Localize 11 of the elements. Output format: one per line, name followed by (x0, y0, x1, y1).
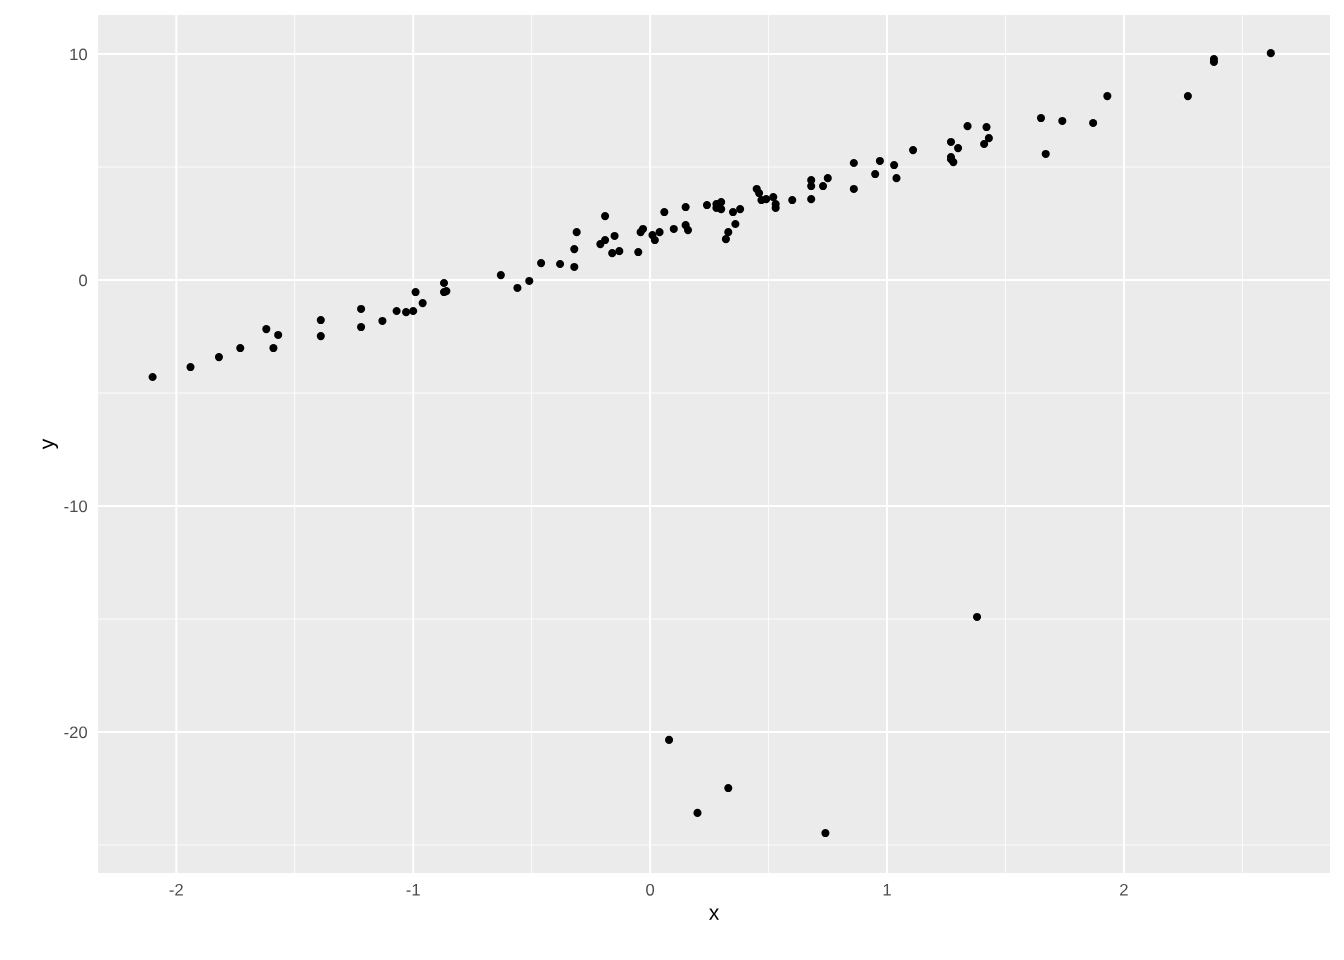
y-axis-title: y (42, 438, 59, 450)
y-tick-label: -20 (64, 726, 88, 739)
x-tick-label: 1 (883, 884, 891, 896)
x-tick-label: 2 (1120, 883, 1128, 896)
x-tick-label: 0 (646, 883, 655, 896)
x-tick-label: -2 (169, 883, 183, 896)
y-tick-label: -10 (64, 500, 88, 513)
x-axis-title: x (709, 908, 720, 920)
y-tick-label: 10 (70, 48, 88, 61)
x-tick-label: -1 (406, 884, 420, 896)
y-tick-label: 0 (79, 274, 88, 287)
